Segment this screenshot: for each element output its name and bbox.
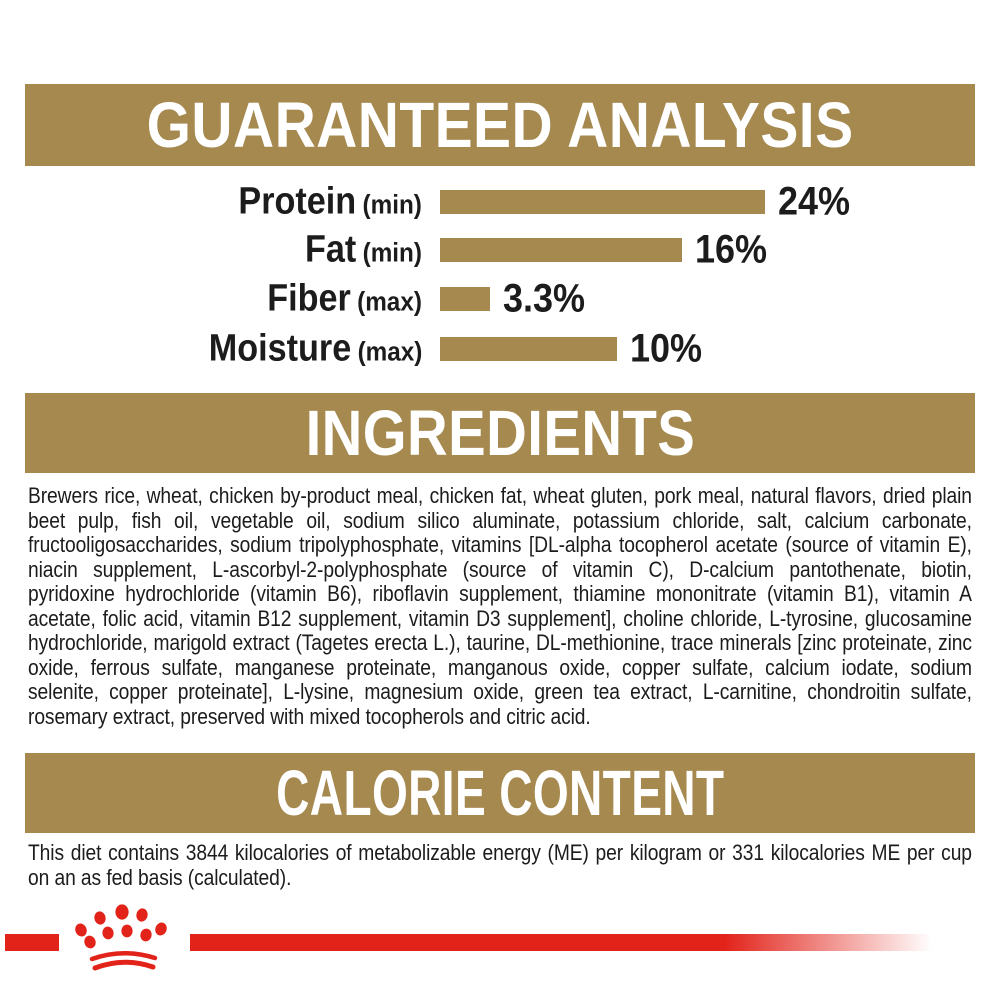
analysis-row-fat: Fat (min) 16% <box>0 228 1000 272</box>
analysis-row-moisture: Moisture (max) 10% <box>0 327 1000 371</box>
red-stripe-left <box>5 934 59 951</box>
analysis-value: 3.3% <box>503 276 586 321</box>
analysis-row-fiber: Fiber (max) 3.3% <box>0 277 1000 321</box>
analysis-row-protein: Protein (min) 24% <box>0 180 1000 224</box>
nutrient-name: Fat <box>305 228 357 271</box>
calorie-content-text: This diet contains 3844 kilocalories of … <box>28 840 972 890</box>
analysis-label: Moisture (max) <box>208 328 422 371</box>
nutrient-qualifier: (min) <box>362 237 422 268</box>
ingredients-heading: INGREDIENTS <box>305 397 695 469</box>
guaranteed-analysis-heading: GUARANTEED ANALYSIS <box>146 89 854 161</box>
analysis-bar-fat <box>440 238 682 262</box>
analysis-value: 10% <box>630 326 703 371</box>
analysis-bar-fiber <box>440 287 490 311</box>
nutrient-qualifier: (max) <box>357 336 422 367</box>
nutrient-name: Fiber <box>267 277 351 320</box>
analysis-bar-protein <box>440 190 765 214</box>
analysis-value: 16% <box>695 227 768 272</box>
guaranteed-analysis-band: GUARANTEED ANALYSIS <box>25 84 975 166</box>
nutrient-qualifier: (min) <box>362 189 422 220</box>
analysis-bar-moisture <box>440 337 617 361</box>
ingredients-band: INGREDIENTS <box>25 393 975 473</box>
nutrient-name: Protein <box>238 180 357 223</box>
calorie-content-band: CALORIE CONTENT <box>25 753 975 833</box>
royal-canin-crown-paw-icon <box>75 904 167 971</box>
calorie-content-heading: CALORIE CONTENT <box>275 757 725 829</box>
analysis-value: 24% <box>778 179 851 224</box>
analysis-label: Protein (min) <box>238 181 422 224</box>
analysis-label: Fiber (max) <box>267 278 422 321</box>
ingredients-text: Brewers rice, wheat, chicken by-product … <box>28 483 972 729</box>
nutrient-qualifier: (max) <box>357 286 422 317</box>
nutrient-name: Moisture <box>208 327 351 370</box>
analysis-label: Fat (min) <box>305 229 422 272</box>
red-stripe-right-fading <box>190 934 932 951</box>
